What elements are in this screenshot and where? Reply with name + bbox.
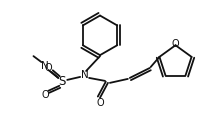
Text: O: O [171,39,178,49]
Text: N: N [40,61,48,71]
Text: O: O [41,90,49,100]
Text: N: N [81,70,89,80]
Text: S: S [58,75,66,88]
Text: O: O [44,63,52,73]
Text: O: O [96,98,103,108]
